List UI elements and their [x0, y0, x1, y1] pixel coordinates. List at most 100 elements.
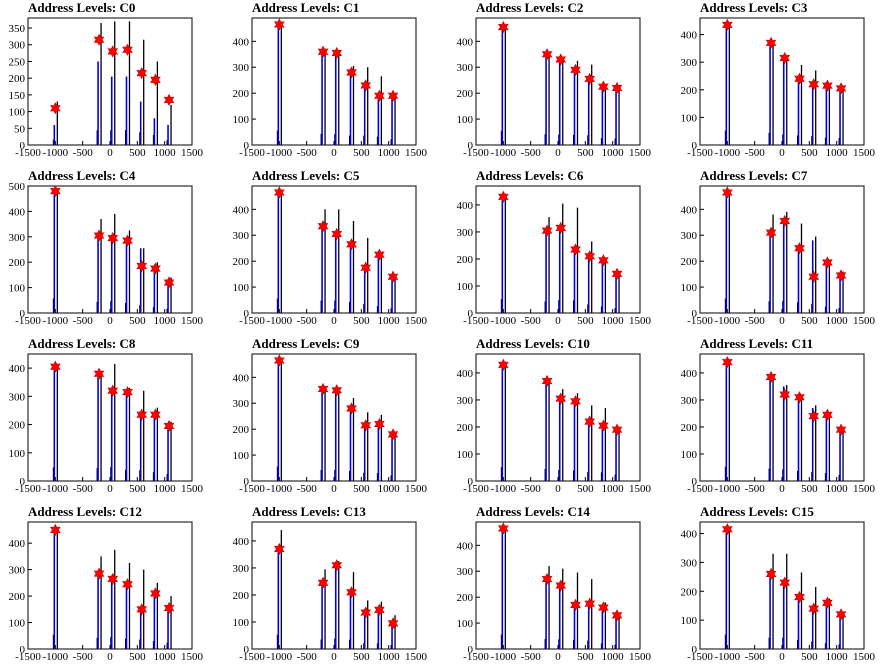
marker-star: [122, 234, 133, 247]
chart-title: Address Levels: C10: [476, 336, 590, 351]
chart-title: Address Levels: C0: [28, 0, 135, 15]
x-tick-label: -1000: [42, 651, 68, 663]
marker-star: [374, 248, 385, 261]
y-tick-label: 200: [457, 88, 474, 100]
chart-svg: Address Levels: C5 0 100 200 300 400 -1500 -100…: [233, 168, 428, 327]
y-tick-label: 300: [457, 566, 474, 578]
chart-svg: Address Levels: C15 0 100 200 300 400 -1500 -10…: [681, 504, 876, 663]
y-tick-label: 200: [681, 85, 698, 97]
chart-title: Address Levels: C11: [700, 336, 813, 351]
x-tick-label: -1500: [687, 147, 713, 159]
y-tick-label: 0: [20, 308, 26, 320]
chart-panel: Address Levels: C7 0 100 200 300 400 -1500 -100…: [672, 168, 896, 336]
chart-svg: Address Levels: C2 0 100 200 300 400 -1500 -100…: [457, 0, 652, 159]
y-tick-label: 300: [457, 395, 474, 407]
x-tick-label: -500: [521, 147, 542, 159]
marker-star: [584, 597, 596, 610]
x-tick-label: -1000: [266, 483, 292, 495]
x-tick-label: -1500: [239, 483, 265, 495]
x-tick-label: 0: [107, 483, 113, 495]
marker-star: [765, 226, 777, 239]
marker-star: [360, 419, 372, 432]
marker-star: [122, 385, 133, 399]
x-tick-label: -1000: [42, 147, 68, 159]
x-tick-label: 0: [779, 483, 785, 495]
x-tick-label: 500: [801, 651, 818, 663]
chart-title: Address Levels: C5: [252, 168, 360, 183]
marker-star: [808, 78, 820, 91]
marker-star: [779, 576, 791, 589]
x-tick-label: 500: [353, 651, 370, 663]
y-tick-label: 100: [457, 449, 474, 461]
y-tick-label: 400: [9, 363, 26, 375]
x-tick-label: 1500: [405, 147, 428, 159]
marker-star: [50, 102, 61, 115]
marker-star: [136, 408, 148, 421]
x-tick-label: 500: [577, 651, 594, 663]
marker-star: [584, 72, 596, 86]
x-tick-label: -1000: [266, 147, 292, 159]
y-tick-label: 0: [692, 140, 698, 152]
y-tick-label: 100: [457, 618, 474, 630]
x-tick-label: -500: [73, 315, 94, 327]
chart-panel: Address Levels: C5 0 100 200 300 400 -1500 -100…: [224, 168, 448, 336]
chart-panel: Address Levels: C4 0 100 200 300 400 500 -1500-…: [0, 168, 224, 336]
x-tick-label: -500: [745, 483, 766, 495]
marker-star: [150, 587, 161, 600]
marker-star: [722, 18, 733, 32]
x-tick-label: -1500: [463, 147, 489, 159]
x-tick-label: 500: [577, 147, 594, 159]
y-tick-label: 100: [233, 114, 250, 126]
marker-star: [808, 602, 820, 615]
chart-panel: Address Levels: C9 0 100 200 300 400 -1500 -100…: [224, 336, 448, 504]
marker-star: [541, 572, 553, 586]
chart-panel: Address Levels: C3 0 100 200 300 400 -1500 -100…: [672, 0, 896, 168]
marker-star: [50, 360, 61, 373]
marker-star: [779, 388, 791, 401]
x-tick-label: 1000: [826, 147, 849, 159]
x-tick-label: 500: [129, 483, 146, 495]
x-tick-label: -1000: [42, 483, 68, 495]
y-tick-label: 200: [233, 424, 250, 436]
x-tick-label: -500: [745, 147, 766, 159]
y-tick-label: 0: [692, 644, 698, 656]
marker-star: [136, 66, 148, 80]
y-tick-label: 200: [233, 88, 250, 100]
x-tick-label: 500: [129, 315, 146, 327]
y-tick-label: 300: [233, 398, 250, 410]
marker-star: [541, 48, 553, 61]
marker-star: [93, 367, 105, 380]
x-tick-label: 500: [353, 147, 370, 159]
chart-title: Address Levels: C7: [700, 168, 808, 183]
marker-star: [331, 227, 343, 241]
marker-star: [598, 80, 609, 93]
x-tick-label: -500: [73, 483, 94, 495]
y-tick-label: 400: [233, 372, 250, 384]
x-tick-label: -1000: [714, 483, 740, 495]
x-tick-label: -1000: [42, 315, 68, 327]
y-tick-label: 300: [9, 565, 26, 577]
marker-star: [163, 419, 175, 433]
marker-star: [360, 261, 372, 274]
marker-star: [794, 391, 805, 404]
chart-svg: Address Levels: C10 0 100 200 300 400 -1500 -10…: [457, 336, 652, 495]
x-tick-label: 0: [555, 651, 561, 663]
marker-star: [822, 408, 833, 421]
x-tick-label: 0: [555, 483, 561, 495]
x-tick-label: 1500: [181, 315, 204, 327]
marker-star: [779, 214, 791, 228]
x-tick-label: -1500: [463, 651, 489, 663]
marker-star: [611, 609, 623, 622]
marker-star: [498, 358, 509, 371]
x-tick-label: 1000: [826, 315, 849, 327]
marker-star: [317, 45, 329, 58]
chart-panel: Address Levels: C10 0 100 200 300 400 -1500 -10…: [448, 336, 672, 504]
y-tick-label: 300: [9, 391, 26, 403]
x-tick-label: 1000: [154, 147, 177, 159]
x-tick-label: 500: [801, 483, 818, 495]
marker-star: [107, 231, 119, 245]
x-tick-label: 1000: [378, 147, 401, 159]
x-tick-label: 1500: [853, 651, 876, 663]
x-tick-label: 0: [779, 651, 785, 663]
x-tick-label: 1000: [378, 483, 401, 495]
